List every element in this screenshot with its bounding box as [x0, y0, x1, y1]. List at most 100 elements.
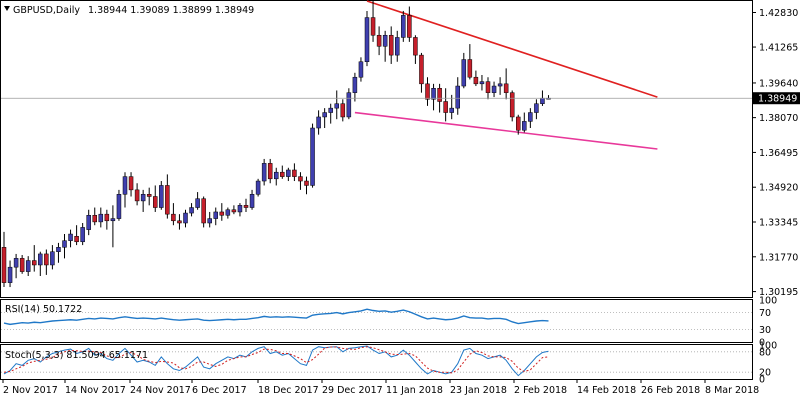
chart-ohlc-values: 1.38944 1.39089 1.38899 1.38949: [88, 5, 254, 16]
price-tick-label: 1.39640: [759, 78, 798, 89]
price-y-axis: 1.42830 1.41265 1.39640 1.38070 1.36495 1.349…: [752, 8, 798, 298]
candle-body: [388, 34, 394, 56]
candle: [255, 178, 261, 197]
candle: [425, 77, 430, 106]
price-tick-label: 1.30195: [759, 287, 798, 298]
candle: [395, 30, 400, 62]
candle: [110, 205, 116, 248]
x-tick-label: 24 Nov 2017: [130, 385, 191, 396]
candle: [503, 68, 509, 100]
support-trendline[interactable]: [354, 111, 658, 150]
candle-body: [431, 88, 436, 100]
candle: [219, 203, 225, 221]
candle-body: [473, 76, 479, 85]
candle: [213, 207, 218, 226]
candle-body: [165, 185, 170, 215]
candle: [370, 0, 376, 42]
candle: [7, 260, 13, 288]
candle-body: [304, 180, 309, 186]
candle-body: [274, 171, 279, 180]
rsi-line: [3, 308, 549, 326]
candle-body: [189, 207, 194, 214]
candle: [292, 163, 297, 182]
candle-body: [116, 194, 122, 219]
last-price-badge: [752, 92, 800, 105]
candle-body: [534, 103, 539, 113]
candle: [62, 234, 67, 259]
candle-body: [491, 85, 497, 93]
candle: [92, 207, 97, 226]
candle-body: [261, 163, 267, 182]
candle-body: [159, 185, 164, 208]
candle-body: [449, 107, 454, 113]
candle: [243, 198, 249, 212]
candle-body: [316, 116, 321, 129]
candle-body: [225, 209, 231, 216]
stoch-panel-frame: [0, 344, 753, 380]
candle-body: [86, 215, 91, 230]
chart-symbol-title: GBPUSD,Daily: [13, 5, 80, 16]
stoch-main-line: [3, 345, 549, 377]
candle-body: [528, 112, 533, 122]
candle: [310, 123, 315, 188]
candle: [280, 165, 285, 179]
candle: [497, 77, 503, 95]
candle-body: [497, 83, 503, 87]
candle: [298, 172, 303, 190]
candle: [358, 57, 364, 82]
candle-body: [255, 180, 261, 195]
candle: [80, 223, 85, 246]
candle: [13, 253, 19, 279]
candle: [431, 83, 436, 111]
rsi-tick-label: 100: [759, 296, 777, 307]
candle: [104, 209, 110, 230]
candle-body: [485, 81, 491, 93]
candle: [74, 225, 79, 246]
candle: [32, 245, 37, 272]
candle: [534, 99, 539, 120]
candle-body: [146, 194, 152, 197]
candle: [274, 167, 279, 186]
candle-body: [243, 205, 249, 208]
x-tick-label: 18 Dec 2017: [258, 385, 319, 396]
trendlines: [354, 0, 658, 150]
candle-body: [56, 247, 61, 252]
candle-body: [364, 17, 370, 62]
candle: [171, 203, 176, 226]
candle-body: [153, 196, 158, 208]
x-tick-label: 29 Dec 2017: [322, 385, 383, 396]
candle: [134, 183, 140, 206]
candle-body: [522, 121, 527, 131]
candle: [413, 35, 418, 64]
candle: [146, 187, 152, 206]
rsi-tick-label: 70: [759, 308, 771, 319]
resistance-trendline[interactable]: [366, 0, 658, 98]
candle: [128, 172, 134, 197]
candle-body: [443, 101, 448, 113]
dropdown-arrow-icon[interactable]: [4, 6, 10, 11]
last-price-label: 1.38949: [758, 94, 797, 105]
x-tick-label: 8 Mar 2018: [705, 385, 759, 396]
candle: [159, 181, 164, 210]
candle: [38, 251, 43, 277]
candle: [328, 103, 333, 124]
x-tick-label: 26 Feb 2018: [641, 385, 700, 396]
candle: [267, 158, 273, 184]
candle: [249, 189, 255, 210]
candlesticks: [1, 0, 551, 288]
candle: [286, 167, 291, 182]
candle-body: [32, 260, 37, 266]
candle: [346, 88, 352, 120]
candle: [522, 112, 527, 133]
x-tick-label: 2 Feb 2018: [514, 385, 567, 396]
candle-body: [92, 215, 97, 223]
candle-body: [7, 266, 13, 283]
candle-body: [516, 116, 521, 131]
candle-body: [267, 163, 273, 180]
candle-body: [286, 169, 291, 177]
candle: [388, 26, 394, 64]
candle-body: [509, 92, 515, 118]
